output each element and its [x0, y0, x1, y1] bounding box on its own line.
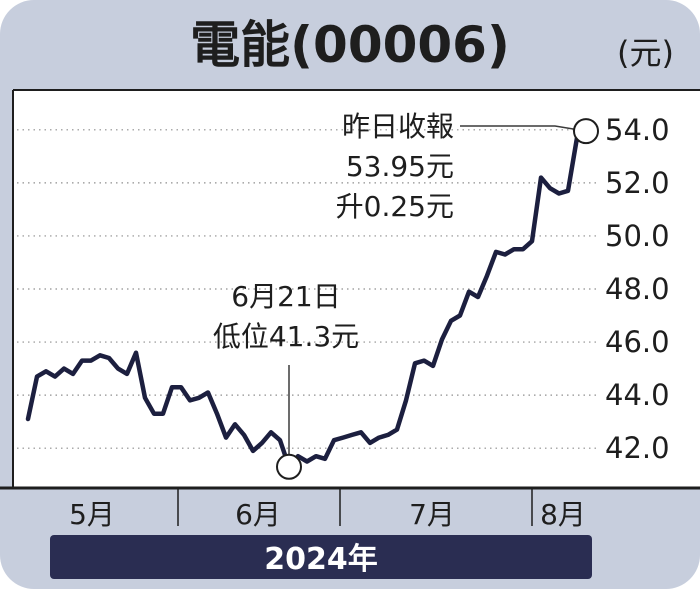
- y-tick-label: 52.0: [605, 166, 670, 200]
- price-line: [25, 128, 589, 470]
- close-annotation-line: 升0.25元: [336, 190, 454, 223]
- y-tick-label: 54.0: [605, 113, 670, 147]
- y-tick-label: 48.0: [605, 272, 670, 306]
- x-axis-label: 2024年: [264, 542, 378, 577]
- unit-label: (元): [617, 34, 674, 72]
- x-tick-label: 8月: [540, 498, 586, 531]
- year-banner: [50, 535, 592, 579]
- close-annotation-line: 昨日收報: [342, 110, 454, 143]
- x-tick-label: 7月: [409, 498, 455, 531]
- y-tick-label: 46.0: [605, 325, 670, 359]
- x-tick-label: 6月: [235, 498, 281, 531]
- close-marker: [573, 118, 599, 145]
- y-tick-label: 50.0: [605, 219, 670, 253]
- chart-title: 電能(00006): [190, 16, 510, 74]
- close-leader-line: [460, 125, 575, 130]
- low-annotation-line: 低位41.3元: [213, 320, 359, 353]
- close-annotation-line: 53.95元: [346, 150, 454, 183]
- y-tick-label: 44.0: [605, 378, 670, 412]
- low-marker: [276, 453, 302, 480]
- y-tick-label: 42.0: [605, 431, 670, 465]
- low-annotation-line: 6月21日: [231, 280, 340, 313]
- x-tick-label: 5月: [69, 498, 115, 531]
